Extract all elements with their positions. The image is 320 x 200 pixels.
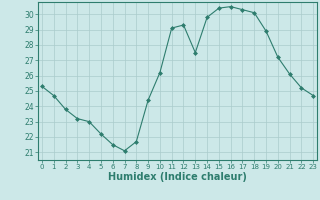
X-axis label: Humidex (Indice chaleur): Humidex (Indice chaleur) — [108, 172, 247, 182]
